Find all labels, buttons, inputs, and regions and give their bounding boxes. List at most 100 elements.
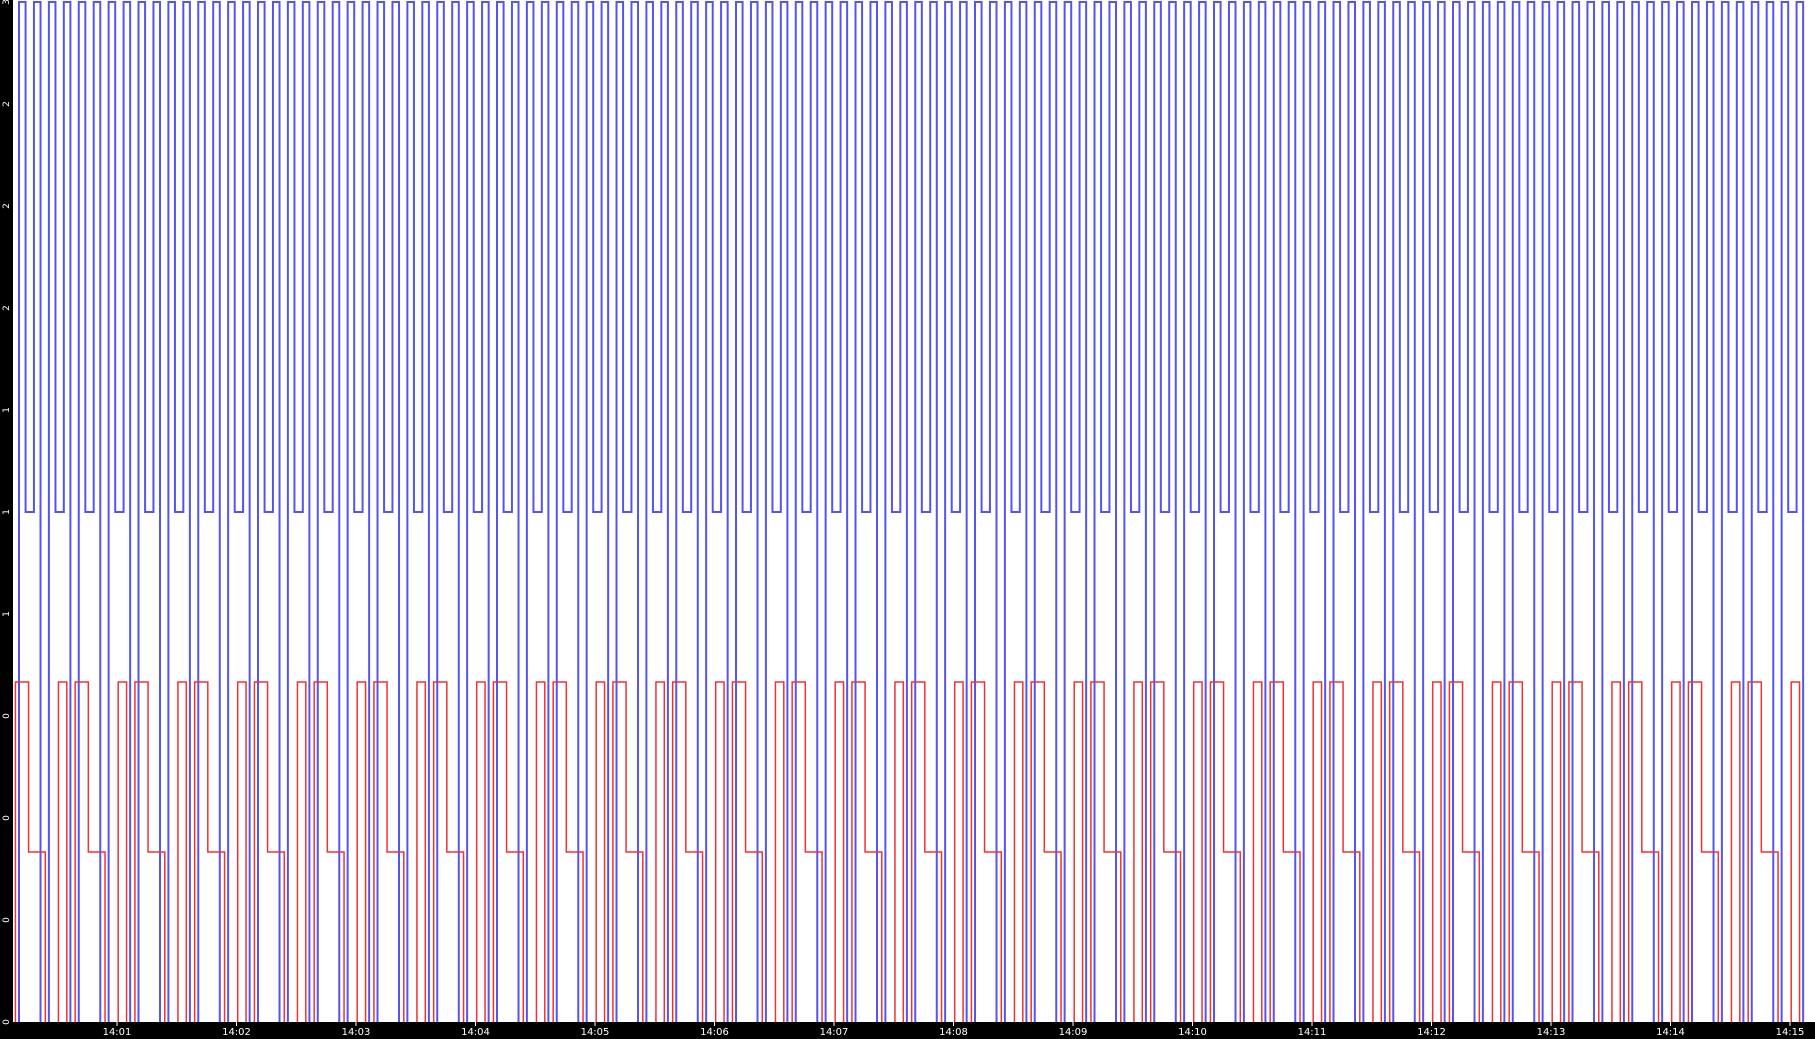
series-0-pulse [1571,1,1596,1022]
series-0-pulse [496,1,520,1022]
y-tick-label: 0 [2,917,12,923]
series-0-pulse [47,1,72,1022]
series-1-pulse [14,681,68,1022]
x-tick-label: 14:14 [1656,1027,1685,1038]
series-0-pulse [705,1,729,1022]
series-0-pulse [1332,1,1357,1022]
series-0-pulse [1123,1,1147,1022]
series-0-pulse [376,1,401,1022]
series-1-pulse [1508,681,1562,1022]
series-0-pulse [944,1,968,1022]
series-0-pulse [257,1,281,1022]
y-axis-ticks: 0 0 0 0 1 1 1 2 2 2 3 [2,0,12,1025]
series-1-pulse [134,681,188,1022]
series-0 [18,1,1805,1022]
series-0-pulse [137,1,162,1022]
x-tick-label: 14:09 [1059,1027,1088,1038]
series-1-pulse [910,681,964,1022]
series-1-pulse [1627,681,1681,1022]
x-tick-label: 14:03 [342,1027,371,1038]
y-axis-strip [0,0,13,1039]
series-0-pulse [1631,1,1655,1022]
series-1-pulse [791,681,845,1022]
y-tick-label: 1 [2,509,12,515]
series-0-pulse [1183,1,1207,1022]
series-0-pulse [645,1,669,1022]
series-1-pulse [1448,681,1502,1022]
y-tick-label: 2 [2,305,12,311]
series-0-pulse [1242,1,1267,1022]
series-0-pulse [406,1,430,1022]
series-0-pulse [854,1,879,1022]
series-0-pulse [77,1,102,1022]
series-0-pulse [1750,1,1775,1022]
series-0-pulse [735,1,759,1022]
series-1-pulse [1090,681,1144,1022]
x-tick-label: 14:13 [1537,1027,1566,1038]
series-0-pulse [675,1,699,1022]
series-0-pulse [555,1,580,1022]
series-0-pulse [1661,1,1685,1022]
series-0-pulse [1452,1,1476,1022]
series-1-pulse [1329,681,1383,1022]
x-tick-label: 14:12 [1417,1027,1446,1038]
y-tick-label: 1 [2,407,12,413]
series-0-pulse [1302,1,1327,1022]
x-tick-label: 14:15 [1776,1027,1805,1038]
series-0-pulse [286,1,311,1022]
series-0-pulse [1272,1,1297,1022]
x-tick-label: 14:06 [700,1027,729,1038]
series-layer [14,1,1805,1022]
series-0-pulse [1033,1,1058,1022]
x-tick-label: 14:08 [939,1027,968,1038]
series-0-pulse [824,1,849,1022]
series-0-pulse [1063,1,1088,1022]
series-0-pulse [764,1,789,1022]
series-0-pulse [884,1,908,1022]
x-tick-label: 14:01 [103,1027,132,1038]
series-0-pulse [167,1,191,1022]
x-tick-label: 14:04 [461,1027,490,1038]
x-tick-label: 14:02 [222,1027,251,1038]
series-0-pulse [197,1,221,1022]
series-1-pulse [74,681,128,1022]
x-axis-ticks: 14:01 14:02 14:03 14:04 14:05 14:06 14:07 14:08… [103,1022,1805,1038]
series-1-pulse [970,681,1024,1022]
x-tick-label: 14:11 [1298,1027,1327,1038]
series-0-pulse [227,1,251,1022]
y-tick-label: 1 [2,611,12,617]
y-tick-label: 2 [2,203,12,209]
series-0-pulse [794,1,819,1022]
x-axis-strip [0,1022,1815,1039]
series-1-pulse [432,681,486,1022]
series-1-pulse [1747,681,1801,1022]
x-tick-label: 14:05 [581,1027,610,1038]
y-tick-label: 0 [2,1019,12,1025]
series-0-pulse [1362,1,1386,1022]
series-0-pulse [1003,1,1028,1022]
series-1 [14,681,1801,1022]
series-0-pulse [1422,1,1446,1022]
series-0-pulse [1213,1,1237,1022]
series-0-pulse [1691,1,1715,1022]
series-1-pulse [1209,681,1263,1022]
series-0-pulse [914,1,938,1022]
series-0-pulse [436,1,460,1022]
series-0-pulse [974,1,998,1022]
series-0-pulse [466,1,490,1022]
series-0-pulse [18,1,42,1022]
series-1-pulse [1030,681,1084,1022]
series-1-pulse [671,681,725,1022]
series-0-pulse [1780,1,1805,1022]
series-0-pulse [1601,1,1625,1022]
series-0-pulse [1153,1,1177,1022]
series-0-pulse [1720,1,1745,1022]
series-1-pulse [1568,681,1622,1022]
series-1-pulse [851,681,905,1022]
x-tick-label: 14:07 [820,1027,849,1038]
series-1-pulse [612,681,666,1022]
y-tick-label: 2 [2,101,12,107]
series-1-pulse [1269,681,1323,1022]
series-1-pulse [552,681,606,1022]
